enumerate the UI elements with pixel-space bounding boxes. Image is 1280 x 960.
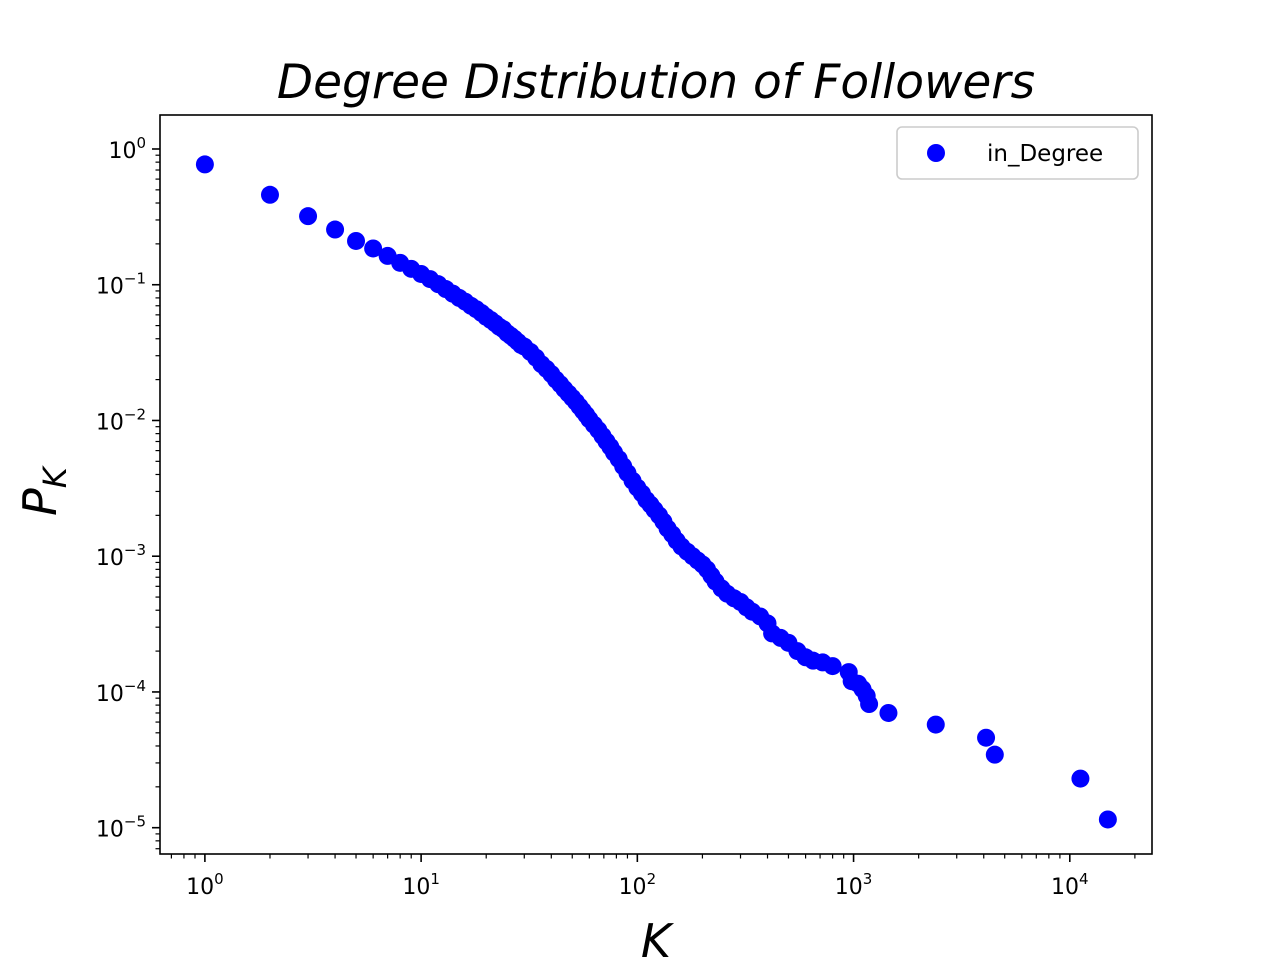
data-point bbox=[364, 239, 383, 258]
y-axis-label-base: P bbox=[13, 488, 67, 516]
y-tick-label: 10−4 bbox=[96, 677, 146, 707]
data-point bbox=[926, 715, 945, 734]
data-point bbox=[260, 185, 279, 204]
x-tick-label: 102 bbox=[619, 870, 657, 900]
x-tick-label: 100 bbox=[186, 870, 224, 900]
y-tick-label: 10−2 bbox=[96, 405, 146, 435]
y-axis-label-subscript: K bbox=[36, 464, 74, 488]
x-axis-label: K bbox=[641, 914, 675, 960]
data-point bbox=[860, 695, 879, 714]
y-tick-label: 100 bbox=[108, 134, 146, 164]
x-axis-ticks: 100 101 102 103 104 bbox=[170, 854, 1136, 900]
y-axis-label: PK bbox=[13, 464, 74, 516]
y-tick-label: 10−3 bbox=[96, 541, 146, 571]
data-point bbox=[1071, 769, 1090, 788]
data-point bbox=[1098, 810, 1117, 829]
plot-area-frame bbox=[159, 114, 1153, 855]
data-point bbox=[195, 155, 214, 174]
data-points-in-degree bbox=[195, 155, 1117, 829]
data-point bbox=[879, 703, 898, 722]
x-tick-label: 104 bbox=[1051, 870, 1089, 900]
legend-marker-in-degree bbox=[927, 144, 945, 162]
legend-box bbox=[896, 126, 1139, 180]
data-point bbox=[326, 220, 345, 239]
data-point bbox=[977, 728, 996, 747]
x-tick-label: 101 bbox=[402, 870, 440, 900]
y-tick-label: 10−5 bbox=[96, 813, 146, 843]
data-point bbox=[823, 657, 842, 676]
legend: in_Degree bbox=[896, 126, 1139, 180]
x-tick-label: 103 bbox=[835, 870, 873, 900]
data-point bbox=[299, 207, 318, 226]
data-point bbox=[985, 745, 1004, 764]
chart-title: Degree Distribution of Followers bbox=[277, 55, 1035, 110]
y-axis-ticks: 100 10−1 10−2 10−3 10−4 10−5 bbox=[96, 134, 160, 850]
data-point bbox=[347, 231, 366, 250]
legend-entry-in-degree: in_Degree bbox=[987, 141, 1103, 167]
y-tick-label: 10−1 bbox=[96, 270, 146, 300]
